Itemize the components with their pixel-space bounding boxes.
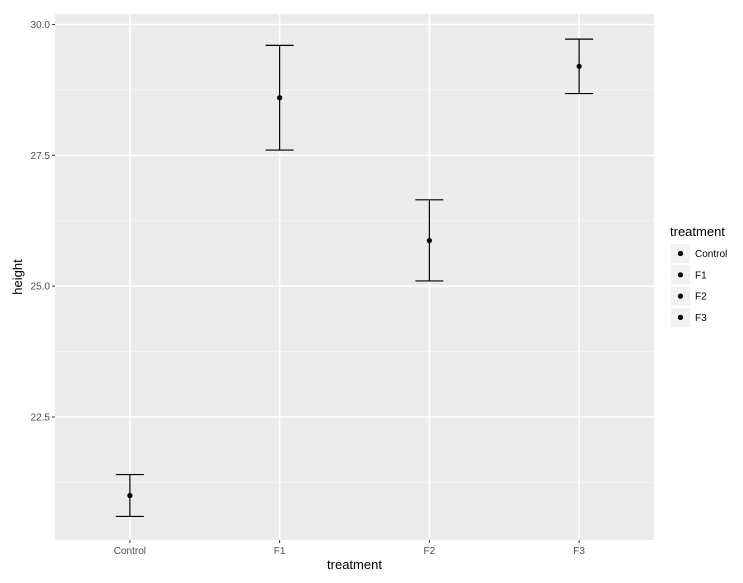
legend-point-icon [677,250,684,257]
x-tick-label: F3 [573,546,585,557]
x-tick-label: F1 [274,546,286,557]
y-axis-title: height [10,259,25,295]
data-point [426,238,432,244]
legend-label: F2 [695,292,707,303]
data-point [576,63,582,69]
legend-item: Control [671,244,727,263]
y-tick-label: 27.5 [31,151,51,162]
minor-gridlines [55,89,654,483]
x-axis: Control F1 F2 F3 [114,540,585,557]
legend-item: F1 [671,265,707,285]
legend-label: F1 [695,270,707,281]
data-point [127,492,133,499]
data-points [127,63,582,499]
legend: treatment Control F1 F2 F3 [670,224,727,327]
x-tick-label: Control [114,546,146,557]
y-tick-label: 25.0 [31,282,51,293]
legend-point-icon [677,272,684,278]
x-axis-title: treatment [327,557,382,572]
legend-item: F3 [671,307,707,327]
legend-title: treatment [670,224,725,239]
plot-panel [55,14,654,540]
y-axis: 22.5 25.0 27.5 30.0 [31,20,55,424]
legend-label: F3 [695,313,707,324]
x-tick-label: F2 [424,546,436,557]
major-gridlines-y [55,23,654,418]
data-point [277,95,283,101]
legend-point-icon [677,314,684,320]
legend-point-icon [677,293,684,299]
y-tick-label: 30.0 [31,20,51,31]
y-tick-label: 22.5 [31,413,51,424]
legend-items: Control F1 F2 F3 [671,244,727,327]
legend-item: F2 [671,286,707,306]
legend-label: Control [695,249,727,260]
